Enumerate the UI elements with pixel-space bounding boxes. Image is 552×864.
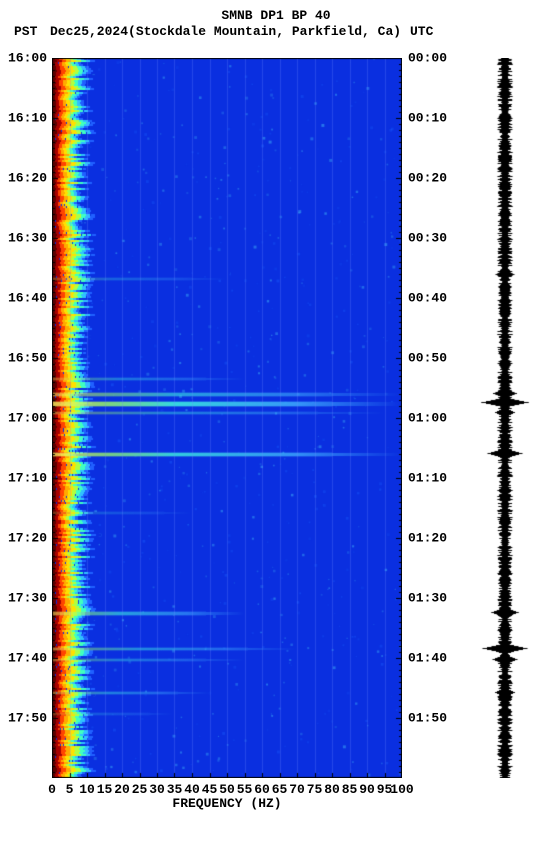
left-time-tick: 16:40 [8,291,47,306]
spectrogram-canvas [52,58,402,778]
chart-title: SMNB DP1 BP 40 [0,8,552,23]
right-time-tick: 00:20 [408,171,447,186]
right-time-tick: 00:30 [408,231,447,246]
freq-tick: 35 [167,782,183,797]
freq-tick: 30 [149,782,165,797]
right-time-tick: 01:10 [408,471,447,486]
right-time-tick: 01:20 [408,531,447,546]
freq-tick: 55 [237,782,253,797]
left-time-tick: 17:20 [8,531,47,546]
left-tz-label: PST [14,24,37,39]
freq-tick: 50 [219,782,235,797]
date-location-label: Dec25,2024(Stockdale Mountain, Parkfield… [50,24,401,39]
freq-tick: 70 [289,782,305,797]
freq-tick: 80 [324,782,340,797]
freq-tick: 10 [79,782,95,797]
right-tz-label: UTC [410,24,433,39]
frequency-axis-title: FREQUENCY (HZ) [0,796,454,811]
left-time-tick: 17:30 [8,591,47,606]
left-time-tick: 17:50 [8,711,47,726]
right-time-tick: 01:30 [408,591,447,606]
freq-tick: 65 [272,782,288,797]
freq-tick: 85 [342,782,358,797]
freq-tick: 100 [390,782,413,797]
freq-tick: 90 [359,782,375,797]
left-time-tick: 17:40 [8,651,47,666]
left-time-tick: 16:10 [8,111,47,126]
freq-tick: 15 [97,782,113,797]
left-time-tick: 17:00 [8,411,47,426]
right-time-tick: 01:50 [408,711,447,726]
left-time-tick: 16:20 [8,171,47,186]
right-time-tick: 00:50 [408,351,447,366]
freq-tick: 75 [307,782,323,797]
freq-tick: 25 [132,782,148,797]
left-time-tick: 16:00 [8,51,47,66]
freq-tick: 5 [66,782,74,797]
freq-tick: 45 [202,782,218,797]
freq-tick: 40 [184,782,200,797]
right-time-tick: 00:10 [408,111,447,126]
right-time-tick: 01:40 [408,651,447,666]
right-time-tick: 00:00 [408,51,447,66]
freq-tick: 20 [114,782,130,797]
page-root: SMNB DP1 BP 40 PST Dec25,2024(Stockdale … [0,0,552,864]
waveform-canvas [480,58,530,778]
freq-tick: 0 [48,782,56,797]
right-time-tick: 00:40 [408,291,447,306]
left-time-tick: 17:10 [8,471,47,486]
left-time-tick: 16:50 [8,351,47,366]
left-time-tick: 16:30 [8,231,47,246]
right-time-tick: 01:00 [408,411,447,426]
freq-tick: 60 [254,782,270,797]
